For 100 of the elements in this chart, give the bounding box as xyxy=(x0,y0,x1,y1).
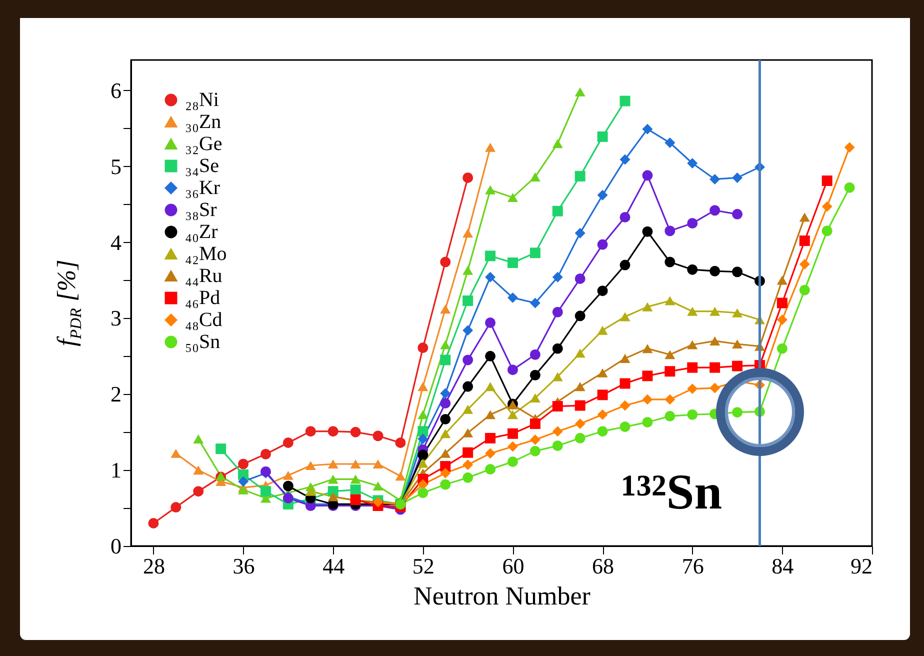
point xyxy=(530,248,540,258)
point xyxy=(732,339,743,349)
point xyxy=(440,388,451,399)
point xyxy=(710,266,720,276)
legend-label: ₃₂Ge xyxy=(185,133,222,155)
point xyxy=(620,378,630,389)
point xyxy=(372,459,384,469)
point xyxy=(597,326,608,335)
point xyxy=(664,138,676,148)
point xyxy=(664,226,676,236)
point xyxy=(485,142,496,152)
point xyxy=(710,362,720,373)
point xyxy=(552,426,563,437)
point xyxy=(485,410,496,420)
y-tick-label: 4 xyxy=(110,230,122,255)
x-tick-label: 84 xyxy=(772,554,794,578)
point xyxy=(552,343,563,354)
point xyxy=(193,466,204,475)
point xyxy=(462,428,474,438)
x-tick-label: 28 xyxy=(142,554,165,578)
point xyxy=(597,426,608,437)
point xyxy=(507,258,518,268)
point xyxy=(440,304,451,314)
point xyxy=(530,298,540,308)
point xyxy=(282,470,294,480)
point xyxy=(462,472,474,483)
point xyxy=(776,314,788,325)
point xyxy=(552,306,563,318)
point xyxy=(485,432,496,444)
point xyxy=(485,318,496,328)
legend-label: ₃₆Kr xyxy=(185,177,220,199)
point xyxy=(574,273,586,284)
point xyxy=(776,298,788,308)
point xyxy=(710,174,720,184)
point xyxy=(440,398,451,408)
point xyxy=(440,414,451,424)
point xyxy=(170,448,182,458)
point xyxy=(732,360,743,372)
point xyxy=(440,468,451,478)
legend-label: ₃₈Sr xyxy=(185,199,218,221)
point xyxy=(350,459,361,469)
point xyxy=(710,306,720,316)
point xyxy=(418,458,428,468)
x-tick-label: 76 xyxy=(682,554,704,578)
point xyxy=(822,226,832,236)
point xyxy=(462,325,474,336)
point xyxy=(440,448,451,458)
point xyxy=(530,172,540,182)
point xyxy=(574,87,586,96)
point xyxy=(462,228,474,238)
y-tick-label: 6 xyxy=(110,78,122,103)
point xyxy=(597,368,608,378)
legend-label: ₄₈Cd xyxy=(185,309,222,331)
point xyxy=(418,382,428,392)
point xyxy=(462,354,474,366)
point xyxy=(485,250,496,262)
point xyxy=(148,518,159,528)
point xyxy=(642,344,653,354)
point xyxy=(440,256,451,268)
point xyxy=(732,308,743,318)
point xyxy=(418,426,428,437)
point xyxy=(799,212,810,222)
legend-label: ₂₈Ni xyxy=(185,89,220,111)
point xyxy=(462,172,474,183)
point xyxy=(395,437,406,448)
point xyxy=(597,390,608,400)
point xyxy=(462,381,474,392)
point xyxy=(507,192,518,202)
point xyxy=(552,138,563,148)
point xyxy=(507,292,518,303)
point xyxy=(597,239,608,250)
point xyxy=(440,429,451,438)
point xyxy=(282,437,294,448)
point xyxy=(216,444,226,454)
point xyxy=(440,479,451,490)
x-axis-title: Neutron Number xyxy=(414,582,591,610)
point xyxy=(507,410,518,420)
point xyxy=(642,226,653,237)
point xyxy=(710,382,720,394)
point xyxy=(574,382,586,392)
point xyxy=(574,228,586,238)
point xyxy=(530,349,540,360)
point xyxy=(372,481,384,491)
point xyxy=(822,201,832,212)
point xyxy=(664,256,676,268)
point xyxy=(530,434,540,445)
point xyxy=(687,340,698,350)
point xyxy=(642,370,653,382)
point xyxy=(485,448,496,459)
point xyxy=(687,384,698,394)
point xyxy=(642,394,653,405)
point xyxy=(687,158,698,169)
point xyxy=(485,464,496,475)
point xyxy=(530,393,540,402)
point xyxy=(664,366,676,377)
point xyxy=(710,205,720,216)
point xyxy=(282,480,294,492)
point xyxy=(799,284,810,296)
point xyxy=(507,428,518,439)
point xyxy=(574,348,586,358)
